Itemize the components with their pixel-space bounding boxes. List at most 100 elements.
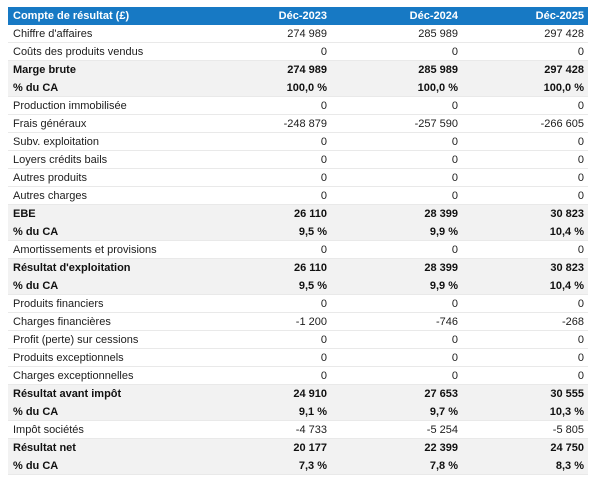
table-row: Autres produits 0 0 0: [8, 168, 588, 187]
row-value-dec-2023: 0: [201, 186, 331, 205]
row-value-dec-2025: 0: [462, 132, 588, 151]
row-value-dec-2024: -746: [331, 312, 462, 331]
table-row: Résultat avant impôt 24 910 27 653 30 55…: [8, 384, 588, 403]
row-value-dec-2023: -248 879: [201, 114, 331, 133]
row-label: Profit (perte) sur cessions: [8, 330, 201, 349]
row-label: Subv. exploitation: [8, 132, 201, 151]
row-value-dec-2025: 100,0 %: [462, 78, 588, 97]
row-label: Loyers crédits bails: [8, 150, 201, 169]
row-value-dec-2025: 297 428: [462, 60, 588, 79]
table-row: Chiffre d'affaires 274 989 285 989 297 4…: [8, 25, 588, 43]
row-value-dec-2024: 285 989: [418, 27, 458, 40]
table-row: % du CA 9,5 % 9,9 % 10,4 %: [8, 276, 588, 295]
row-value-dec-2023: 9,5 %: [201, 222, 331, 241]
row-label: % du CA: [8, 402, 201, 421]
row-label: Résultat avant impôt: [8, 384, 201, 403]
row-value-dec-2024: 9,9 %: [331, 222, 462, 241]
row-value-dec-2025: 0: [462, 330, 588, 349]
row-value-dec-2024: 9,7 %: [331, 402, 462, 421]
table-row: Marge brute 274 989 285 989 297 428: [8, 60, 588, 79]
table-row: Loyers crédits bails 0 0 0: [8, 150, 588, 169]
row-value-dec-2025: 0: [462, 186, 588, 205]
row-value-dec-2025: 0: [462, 42, 588, 61]
row-value-dec-2023: 0: [201, 132, 331, 151]
table-row: Frais généraux -248 879 -257 590 -266 60…: [8, 114, 588, 133]
row-value-dec-2025: 0: [462, 168, 588, 187]
table-row: Produits exceptionnels 0 0 0: [8, 348, 588, 367]
table-row: Coûts des produits vendus 0 0 0: [8, 42, 588, 61]
row-label: Chiffre d'affaires: [13, 27, 93, 40]
row-value-dec-2023: -1 200: [201, 312, 331, 331]
row-value-dec-2023: 274 989: [287, 27, 327, 40]
row-label: % du CA: [8, 456, 201, 475]
row-value-dec-2023: 9,1 %: [201, 402, 331, 421]
row-value-dec-2025: 0: [462, 294, 588, 313]
row-value-dec-2023: -4 733: [201, 420, 331, 439]
table-row: % du CA 9,1 % 9,7 % 10,3 %: [8, 402, 588, 421]
row-value-dec-2023: 24 910: [201, 384, 331, 403]
row-value-dec-2024: 28 399: [331, 258, 462, 277]
row-value-dec-2023: 0: [201, 42, 331, 61]
row-label: Frais généraux: [8, 114, 201, 133]
row-value-dec-2025: -268: [462, 312, 588, 331]
row-value-dec-2023: 0: [201, 168, 331, 187]
column-header-dec-2025: Déc-2025: [462, 7, 588, 25]
row-value-dec-2025: 10,3 %: [462, 402, 588, 421]
row-value-dec-2024: 285 989: [331, 60, 462, 79]
row-value-dec-2025: 10,4 %: [462, 222, 588, 241]
row-value-dec-2024: 0: [331, 330, 462, 349]
row-value-dec-2024: 22 399: [331, 438, 462, 457]
row-value-dec-2025: -266 605: [462, 114, 588, 133]
row-label: % du CA: [8, 78, 201, 97]
row-value-dec-2023: 9,5 %: [201, 276, 331, 295]
row-value-dec-2024: 28 399: [331, 204, 462, 223]
row-value-dec-2023: 0: [201, 150, 331, 169]
row-value-dec-2024: 7,8 %: [331, 456, 462, 475]
row-value-dec-2025: 30 555: [462, 384, 588, 403]
row-value-dec-2024: 0: [331, 42, 462, 61]
table-title: Compte de résultat (£): [8, 7, 201, 25]
row-value-dec-2025: 0: [462, 366, 588, 385]
row-label: % du CA: [8, 222, 201, 241]
column-header-dec-2024: Déc-2024: [331, 7, 462, 25]
row-value-dec-2023: 0: [201, 366, 331, 385]
row-value-dec-2023: 7,3 %: [201, 456, 331, 475]
row-value-dec-2023: 0: [201, 240, 331, 259]
table-row: EBE 26 110 28 399 30 823: [8, 204, 588, 223]
row-value-dec-2024: 0: [331, 150, 462, 169]
income-statement-table: Compte de résultat (£) Déc-2023 Déc-2024…: [8, 7, 588, 475]
table-row: Charges exceptionnelles 0 0 0: [8, 366, 588, 385]
row-label: % du CA: [8, 276, 201, 295]
table-header: Compte de résultat (£) Déc-2023 Déc-2024…: [8, 7, 588, 25]
row-value-dec-2023: 0: [201, 330, 331, 349]
row-value-dec-2025: 30 823: [462, 204, 588, 223]
row-value-dec-2024: 0: [331, 132, 462, 151]
table-row: Résultat net 20 177 22 399 24 750: [8, 438, 588, 457]
row-label: Autres produits: [8, 168, 201, 187]
row-value-dec-2024: 9,9 %: [331, 276, 462, 295]
table-row: Autres charges 0 0 0: [8, 186, 588, 205]
row-value-dec-2024: 0: [331, 366, 462, 385]
row-value-dec-2023: 0: [201, 348, 331, 367]
row-value-dec-2023: 0: [201, 294, 331, 313]
row-value-dec-2025: 30 823: [462, 258, 588, 277]
row-value-dec-2025: 0: [462, 96, 588, 115]
row-value-dec-2025: 0: [462, 348, 588, 367]
row-label: EBE: [8, 204, 201, 223]
row-label: Production immobilisée: [8, 96, 201, 115]
row-value-dec-2024: 0: [331, 348, 462, 367]
table-row: Charges financières -1 200 -746 -268: [8, 312, 588, 331]
row-label: Coûts des produits vendus: [8, 42, 201, 61]
row-value-dec-2025: 0: [462, 240, 588, 259]
row-value-dec-2024: 0: [331, 294, 462, 313]
row-value-dec-2025: 10,4 %: [462, 276, 588, 295]
row-value-dec-2023: 26 110: [201, 258, 331, 277]
row-value-dec-2023: 274 989: [201, 60, 331, 79]
row-value-dec-2023: 20 177: [201, 438, 331, 457]
row-value-dec-2024: 0: [331, 186, 462, 205]
table-row: Impôt sociétés -4 733 -5 254 -5 805: [8, 420, 588, 439]
table-row: Résultat d'exploitation 26 110 28 399 30…: [8, 258, 588, 277]
row-value-dec-2025: 297 428: [544, 27, 584, 40]
row-value-dec-2024: 0: [331, 168, 462, 187]
table-row: Production immobilisée 0 0 0: [8, 96, 588, 115]
